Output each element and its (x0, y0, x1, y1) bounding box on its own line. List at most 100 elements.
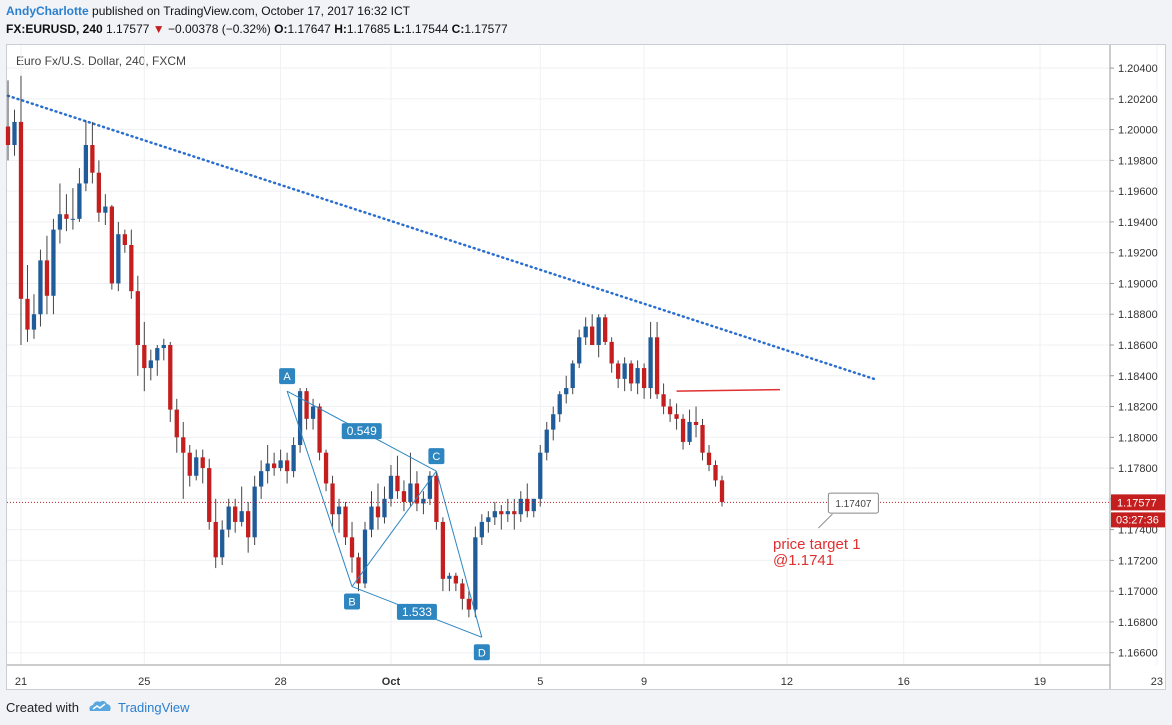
y-tick-label: 1.20400 (1118, 63, 1158, 75)
candle-body (609, 341, 614, 364)
candle (557, 391, 562, 422)
candle (349, 521, 355, 573)
chart-title: Euro Fx/U.S. Dollar, 240, FXCM (16, 54, 187, 68)
candle-body (38, 260, 43, 315)
x-tick-label: 9 (641, 676, 647, 688)
candle-body (103, 206, 108, 213)
candle (414, 471, 420, 512)
high-value: 1.17685 (346, 22, 391, 36)
chart-panel[interactable] (6, 44, 1166, 690)
candle (622, 357, 627, 392)
pattern-point-label: D (478, 647, 486, 659)
candle-body (473, 537, 478, 610)
y-tick-label: 1.18200 (1118, 402, 1158, 414)
candle (479, 514, 484, 545)
candle-body (148, 360, 153, 369)
candle (447, 572, 452, 592)
annotations[interactable]: 1.17407 price target 1@1.1741 (7, 388, 1110, 569)
ratio-badge (396, 603, 437, 620)
pattern-point-badge[interactable] (428, 448, 445, 465)
open-label: O: (274, 22, 288, 36)
y-tick-label: 1.17000 (1118, 586, 1158, 598)
candle-body (667, 406, 673, 415)
candle (434, 471, 439, 530)
candle-body (246, 511, 251, 538)
candle-body (414, 483, 420, 504)
symbol-label: FX:EURUSD, 240 (6, 22, 103, 36)
candles (5, 75, 725, 618)
x-tick-label: 19 (1034, 676, 1046, 688)
time-axis[interactable]: 212528Oct59121619232628No (7, 664, 1172, 688)
candle-body (395, 475, 400, 492)
x-tick-label: Oct (382, 676, 401, 688)
candle-body (603, 317, 608, 342)
candle (590, 314, 595, 345)
candle-body (622, 363, 627, 379)
candle (181, 421, 186, 499)
down-arrow-icon: ▼ (152, 22, 165, 36)
candle (382, 486, 387, 524)
candle-body (51, 229, 56, 296)
pattern-point-badge[interactable] (344, 593, 361, 610)
candle-body (557, 394, 562, 415)
y-tick-label: 1.18000 (1118, 432, 1158, 444)
candle-body (512, 511, 517, 515)
candle-body (479, 521, 484, 538)
ratio-badge (341, 423, 382, 440)
last-price: 1.17577 (106, 22, 150, 36)
candle-body (284, 460, 290, 472)
price-axis[interactable]: 1.166001.168001.170001.172001.174001.176… (1109, 45, 1165, 689)
countdown-badge (1111, 512, 1165, 528)
tradingview-brand[interactable]: TradingView (118, 700, 190, 715)
resistance-line[interactable] (676, 388, 780, 392)
candle-body (369, 506, 374, 530)
candle-body (109, 206, 114, 284)
candle-body (161, 345, 166, 349)
price-target-line1: price target 1 (773, 536, 861, 553)
trendline[interactable] (6, 94, 876, 381)
pattern-leg (435, 471, 483, 638)
candle-body (700, 425, 705, 453)
harmonic-pattern[interactable]: 0.549 1.533 A B C D (279, 368, 490, 661)
candle (5, 80, 11, 161)
candle (401, 480, 407, 512)
high-label: H: (334, 22, 347, 36)
candle-body (44, 260, 50, 296)
callout-box[interactable] (827, 492, 879, 514)
candle-body (200, 457, 205, 469)
candle (583, 317, 588, 345)
candle (551, 406, 556, 441)
candle-body (362, 529, 368, 584)
candle-body (713, 465, 718, 481)
author-link[interactable]: AndyCharlotte (6, 4, 89, 18)
candle (641, 363, 647, 399)
candle-body (388, 475, 394, 499)
candle (719, 475, 725, 507)
pattern-point-badge[interactable] (279, 368, 296, 385)
candle (616, 360, 621, 389)
low-value: 1.17544 (404, 22, 449, 36)
candle-body (440, 521, 446, 579)
candle (518, 491, 523, 522)
candle (609, 337, 614, 373)
candle (12, 109, 17, 156)
candle-body (421, 498, 426, 504)
downtrend-line[interactable] (6, 94, 876, 381)
candle-body (538, 452, 543, 499)
candle-body (64, 214, 69, 219)
pattern-point-badge[interactable] (473, 644, 490, 661)
candle-body (577, 337, 582, 364)
candle (44, 235, 50, 315)
candle-body (531, 498, 536, 512)
candle (453, 572, 459, 592)
candle-body (226, 506, 231, 530)
candle-body (453, 575, 459, 584)
footer: Created with TradingView (0, 692, 1172, 725)
candle (207, 458, 212, 530)
candle (356, 552, 361, 592)
candle-body (330, 483, 335, 515)
candle (155, 345, 160, 376)
candle-body (336, 506, 342, 515)
candle-body (213, 521, 218, 558)
